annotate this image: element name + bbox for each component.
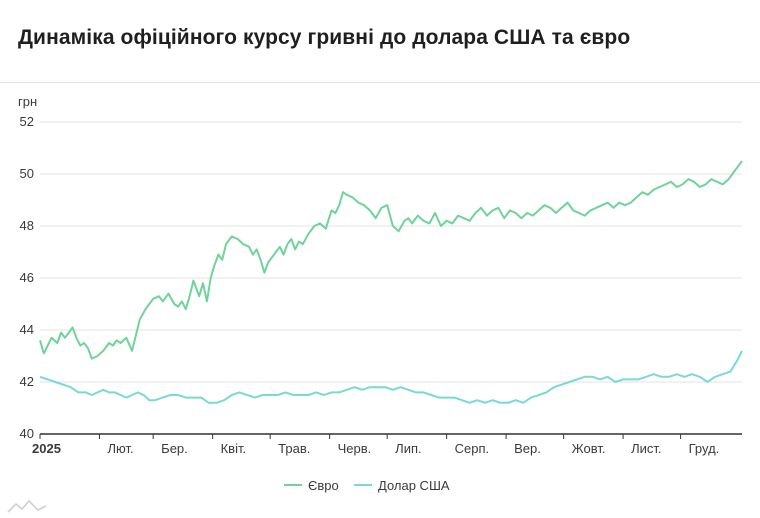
- mountain-logo-icon: [7, 499, 47, 513]
- x-tick-label: Бер.: [161, 441, 188, 456]
- y-tick-label: 52: [20, 114, 34, 129]
- series-line-euro: [39, 160, 743, 360]
- x-tick-label: Трав.: [278, 441, 310, 456]
- y-tick-label: 42: [20, 374, 34, 389]
- title-divider: [0, 82, 760, 83]
- x-tick-label: Лист.: [631, 441, 661, 456]
- y-tick-label: 44: [20, 322, 34, 337]
- grid-lines: [40, 121, 742, 383]
- x-tick-label: Вер.: [514, 441, 541, 456]
- series-line-usd: [39, 350, 743, 404]
- x-tick-label: Серп.: [455, 441, 490, 456]
- y-axis-ticks: 40 42 44 46 48 50 52: [20, 114, 34, 441]
- y-tick-label: 50: [20, 166, 34, 181]
- x-tick-label: 2025: [32, 441, 61, 456]
- legend-label-euro: Євро: [308, 478, 339, 493]
- y-tick-label: 48: [20, 218, 34, 233]
- x-tick-label: Жовт.: [572, 441, 606, 456]
- x-tick-label: Квіт.: [221, 441, 247, 456]
- legend-item-usd[interactable]: Долар США: [354, 478, 450, 493]
- x-tick-label: Лют.: [107, 441, 133, 456]
- x-tick-label: Черв.: [338, 441, 372, 456]
- x-tick-label: Лип.: [395, 441, 421, 456]
- legend-item-euro[interactable]: Євро: [284, 478, 339, 493]
- y-axis-label: грн: [18, 94, 37, 109]
- series-lines: [39, 160, 743, 404]
- chart-title: Динаміка офіційного курсу гривні до дола…: [18, 26, 631, 49]
- legend-label-usd: Долар США: [378, 478, 450, 493]
- y-tick-label: 40: [20, 426, 34, 441]
- y-tick-label: 46: [20, 270, 34, 285]
- legend[interactable]: Євро Долар США: [284, 478, 450, 493]
- x-axis-ticks: 2025 Лют. Бер. Квіт. Трав. Черв. Лип. Серп. Вер.…: [32, 434, 719, 456]
- x-tick-label: Груд.: [689, 441, 720, 456]
